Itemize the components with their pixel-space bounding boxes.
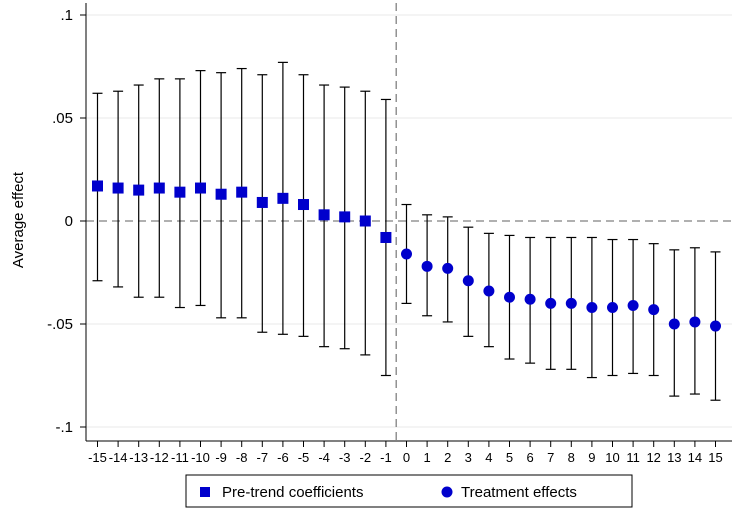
pre-trend-point bbox=[215, 188, 227, 200]
pre-trend-point bbox=[133, 184, 145, 196]
x-tick-label: 7 bbox=[547, 450, 554, 465]
pre-trend-point bbox=[236, 186, 248, 198]
x-tick-label: 14 bbox=[688, 450, 702, 465]
x-tick-label: 4 bbox=[485, 450, 492, 465]
y-tick-label: .05 bbox=[52, 110, 73, 127]
x-tick-label: -7 bbox=[257, 450, 269, 465]
y-axis-title: Average effect bbox=[10, 171, 27, 268]
x-tick-label: -15 bbox=[88, 450, 107, 465]
x-tick-label: 12 bbox=[646, 450, 660, 465]
legend-label-pre-trend: Pre-trend coefficients bbox=[222, 484, 363, 501]
x-tick-label: 5 bbox=[506, 450, 513, 465]
treatment-effect-point bbox=[442, 262, 454, 274]
x-tick-label: 13 bbox=[667, 450, 681, 465]
legend: Pre-trend coefficients Treatment effects bbox=[185, 474, 633, 508]
x-tick-label: -12 bbox=[150, 450, 169, 465]
pre-trend-point bbox=[359, 215, 371, 227]
x-tick-label: 6 bbox=[526, 450, 533, 465]
y-tick-label: 0 bbox=[65, 213, 73, 230]
legend-square-marker-icon bbox=[200, 487, 210, 497]
x-tick-label: 8 bbox=[568, 450, 575, 465]
x-tick-label: -2 bbox=[360, 450, 372, 465]
pre-trend-point bbox=[277, 192, 289, 204]
gridlines bbox=[86, 14, 732, 428]
x-tick-label: -9 bbox=[215, 450, 227, 465]
treatment-effect-point bbox=[545, 297, 557, 309]
x-tick-label: -1 bbox=[380, 450, 392, 465]
treatment-effect-point bbox=[483, 285, 495, 297]
pre-trend-point bbox=[195, 182, 206, 194]
x-tick-label: 1 bbox=[423, 450, 430, 465]
x-tick-label: 2 bbox=[444, 450, 451, 465]
x-tick-label: 3 bbox=[465, 450, 472, 465]
x-tick-label: -5 bbox=[298, 450, 310, 465]
x-tick-label: -10 bbox=[191, 450, 210, 465]
legend-border bbox=[185, 474, 633, 508]
markers bbox=[92, 180, 721, 332]
y-tick-label: -.1 bbox=[55, 419, 73, 436]
x-tick-label: -14 bbox=[109, 450, 128, 465]
treatment-effect-point bbox=[504, 291, 515, 303]
reference-lines bbox=[86, 3, 732, 441]
pre-trend-point bbox=[174, 186, 186, 198]
treatment-effect-point bbox=[524, 293, 536, 305]
x-tick-label: -8 bbox=[236, 450, 248, 465]
treatment-effect-point bbox=[627, 299, 639, 311]
x-tick-label: 15 bbox=[708, 450, 722, 465]
pre-trend-point bbox=[380, 231, 392, 243]
pre-trend-point bbox=[112, 182, 124, 194]
y-tick-label: .1 bbox=[60, 7, 73, 24]
pre-trend-point bbox=[298, 199, 309, 211]
pre-trend-point bbox=[318, 209, 330, 221]
treatment-effect-point bbox=[607, 302, 618, 314]
axes bbox=[85, 3, 732, 442]
x-tick-label: -13 bbox=[129, 450, 148, 465]
x-tick-label: 0 bbox=[403, 450, 410, 465]
y-tick-label: -.05 bbox=[47, 316, 73, 333]
pre-trend-point bbox=[339, 211, 351, 223]
legend-label-treatment: Treatment effects bbox=[461, 484, 577, 501]
treatment-effect-point bbox=[565, 297, 577, 309]
treatment-effect-point bbox=[421, 260, 433, 272]
x-tick-label: -3 bbox=[339, 450, 351, 465]
treatment-effect-point bbox=[710, 320, 721, 332]
treatment-effect-point bbox=[462, 275, 474, 287]
legend-circle-marker-icon bbox=[441, 486, 453, 498]
pre-trend-point bbox=[153, 182, 165, 194]
pre-trend-point bbox=[92, 180, 103, 192]
x-tick-label: -6 bbox=[277, 450, 289, 465]
x-tick-label: -4 bbox=[318, 450, 330, 465]
treatment-effect-point bbox=[648, 304, 660, 316]
x-tick-label: 11 bbox=[626, 450, 640, 465]
y-ticks: .1 .05 0 -.05 -.1 bbox=[47, 7, 86, 436]
x-ticks: -15 -14 -13 -12 -11 -10 -9 -8 -7 -6 -5 -4 -3 -2 -1 0 1 2 3… bbox=[88, 441, 723, 465]
x-tick-label: 9 bbox=[588, 450, 595, 465]
treatment-effect-point bbox=[586, 302, 598, 314]
error-bars bbox=[92, 61, 721, 401]
treatment-effect-point bbox=[689, 316, 701, 328]
x-tick-label: 10 bbox=[605, 450, 619, 465]
treatment-effect-point bbox=[401, 248, 412, 260]
pre-trend-point bbox=[256, 196, 268, 208]
x-tick-label: -11 bbox=[171, 450, 189, 465]
treatment-effect-point bbox=[668, 318, 680, 330]
